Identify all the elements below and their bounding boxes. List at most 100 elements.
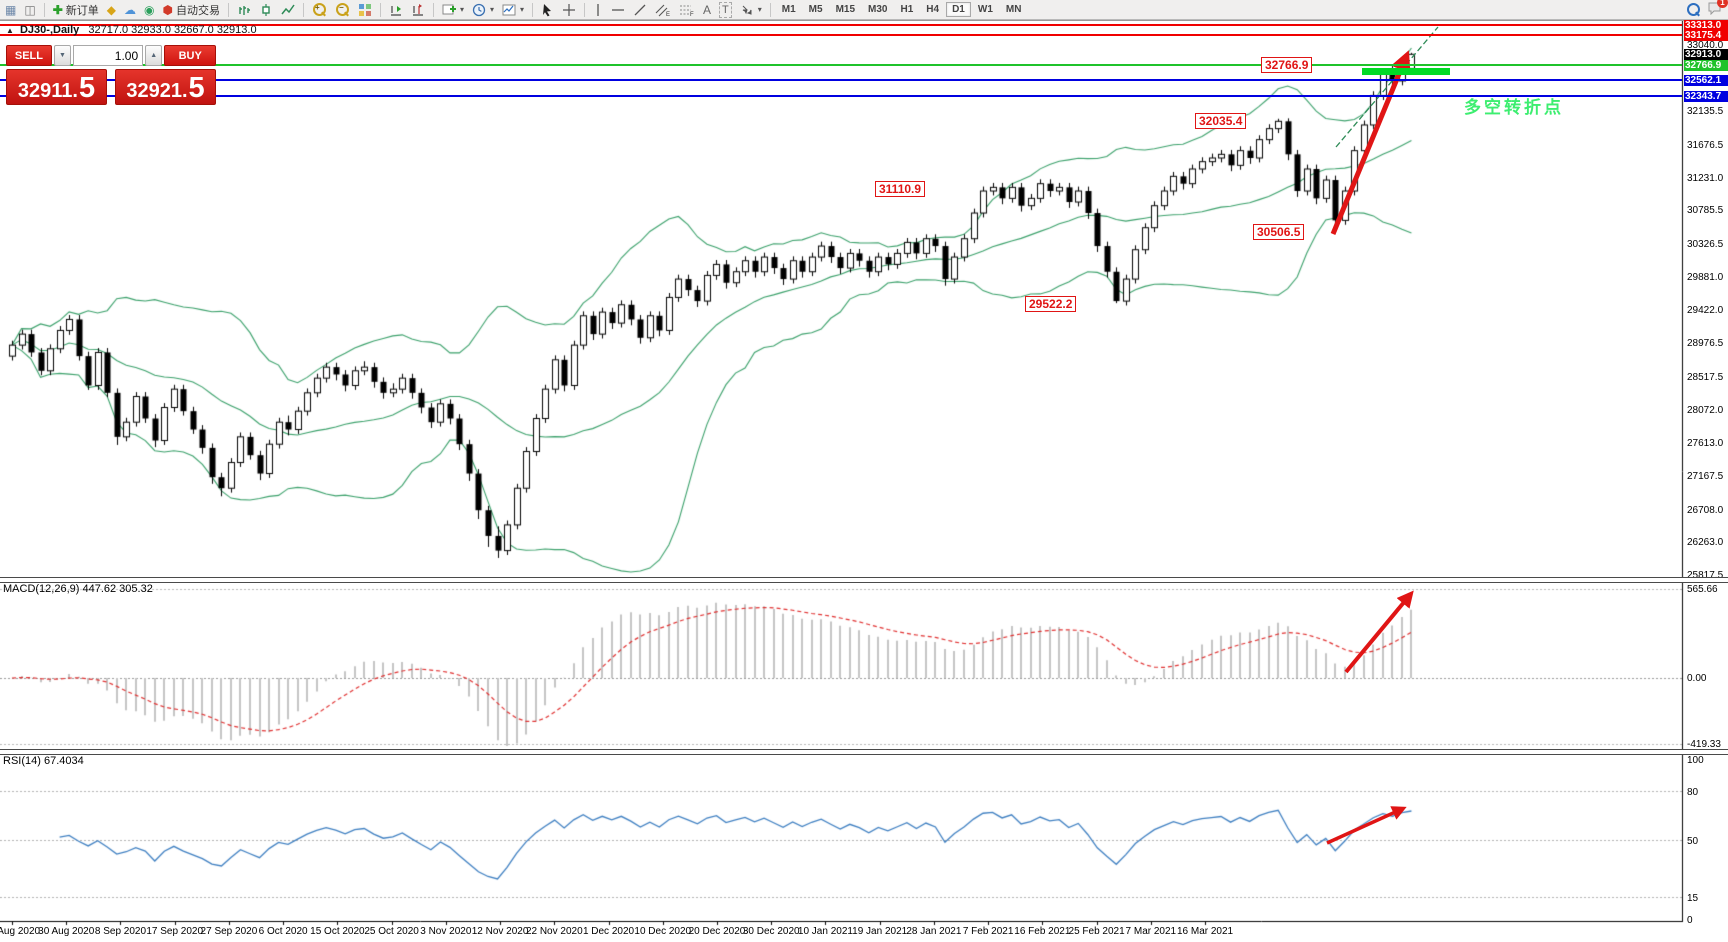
sell-price-main: 32911. [17,80,78,102]
date-axis-label: 25 Feb 2021 [1068,926,1125,937]
profiles-dropdown[interactable]: ▾ [469,2,497,18]
date-axis-label: 27 Sep 2020 [200,926,258,937]
date-axis-label: 17 Sep 2020 [146,926,204,937]
price-axis-tick: 31676.5 [1687,140,1724,152]
price-tag-annotation[interactable]: 30506.5 [1253,224,1305,240]
buy-button[interactable]: BUY [164,45,216,66]
search-icon[interactable] [1686,2,1701,17]
macd-pane-separator[interactable] [0,577,1728,583]
sell-price-display[interactable]: 32911. 5 [6,69,107,105]
rsi-pane-separator[interactable] [0,749,1728,755]
chart-shift-icon[interactable] [408,2,428,18]
strategy-tester-icon[interactable]: ◫ [24,2,36,17]
date-axis-label: 16 Feb 2021 [1014,926,1071,937]
vertical-line-tool-icon[interactable] [590,2,606,18]
chart-canvas[interactable] [0,21,1728,942]
horizontal-line-tool-icon[interactable] [608,2,628,18]
date-axis-label: 30 Dec 2020 [742,926,800,937]
notification-badge: 1 [1717,0,1728,8]
macd-axis-tick: -419.33 [1687,738,1721,750]
new-chart-dropdown[interactable]: ▾ [439,2,467,18]
price-tag-annotation[interactable]: 31110.9 [875,181,926,197]
bar-chart-mode-icon[interactable] [234,2,254,18]
new-order-button[interactable]: ✚ 新订单 [52,2,99,17]
autotrading-button[interactable]: ⬢ 自动交易 [162,2,220,17]
horizontal-level-line[interactable] [0,23,1682,26]
rsi-axis-tick: 15 [1687,892,1699,904]
price-axis-tick: 25817.5 [1687,570,1724,581]
zoom-out-icon[interactable]: − [332,2,353,18]
price-tag-annotation[interactable]: 29522.2 [1025,296,1077,312]
toolbar-separator [432,2,434,17]
autotrading-label: 自动交易 [175,4,220,17]
crosshair-tool-icon[interactable] [559,2,579,18]
macd-indicator-label: MACD(12,26,9) 447.62 305.32 [3,583,153,595]
price-tag-annotation[interactable]: 32035.4 [1195,113,1247,129]
price-tag-annotation[interactable]: 32766.9 [1261,57,1313,73]
date-axis-label: 20 Dec 2020 [688,926,746,937]
horizontal-level-line[interactable] [0,95,1682,98]
price-axis-tick: 27613.0 [1687,438,1724,450]
signals-icon[interactable]: ◉ [143,2,155,17]
date-axis-label: 28 Jan 2021 [906,926,962,937]
horizontal-level-line[interactable] [0,64,1682,67]
line-chart-mode-icon[interactable] [278,2,298,18]
cursor-tool-icon[interactable] [538,2,557,18]
equidistant-channel-tool-icon[interactable]: E [652,2,674,18]
price-axis-tick: 27167.5 [1687,470,1724,482]
date-axis-label: 12 Nov 2020 [471,926,529,937]
buy-price-display[interactable]: 32921. 5 [115,69,216,105]
chart-window-icon[interactable]: ▦ [5,2,17,17]
indicators-dropdown[interactable]: ▾ [499,2,527,18]
date-axis-label: 7 Mar 2021 [1125,926,1177,937]
chart-window: ▲ DJ30-,Daily 32717.0 32933.0 32667.0 32… [0,19,1728,942]
text-tool-icon[interactable]: A [703,2,712,17]
mql5-community-icon[interactable]: ☁ [123,2,136,17]
date-axis-label: 20 Aug 2020 [0,926,41,937]
toolbar-separator [227,2,229,17]
candlestick-mode-icon[interactable] [256,2,276,18]
tile-windows-icon[interactable] [355,2,375,18]
sell-button[interactable]: SELL [6,45,52,66]
toolbar-separator [532,2,533,17]
timeframe-button-m15[interactable]: M15 [835,4,856,15]
date-axis-label: 8 Sep 2020 [94,926,147,937]
trendline-tool-icon[interactable] [630,2,650,18]
date-axis-label: 15 Oct 2020 [310,926,365,937]
turning-point-note[interactable]: 多空转折点 [1464,98,1564,117]
text-label-tool-icon[interactable]: T [716,1,735,19]
date-axis-label: 30 Aug 2020 [38,926,95,937]
support-zone-bar[interactable] [1362,68,1450,75]
timeframe-button-m1[interactable]: M1 [781,4,796,15]
macd-axis-tick: 565.66 [1687,584,1718,596]
arrows-tool-dropdown[interactable]: ▾ [737,2,765,18]
new-order-label: 新订单 [65,4,99,17]
horizontal-level-line[interactable] [0,34,1682,37]
svg-text:E: E [666,12,670,17]
timeframe-button-h1[interactable]: H1 [900,4,914,15]
volume-input[interactable] [73,45,144,66]
timeframe-button-w1[interactable]: W1 [977,4,993,15]
auto-scroll-icon[interactable] [386,2,406,18]
chart-expand-marker[interactable]: ▲ [6,26,14,35]
horizontal-level-line[interactable] [0,79,1682,82]
price-axis-tick: 31231.0 [1687,172,1724,184]
zoom-in-icon[interactable]: + [309,2,330,18]
timeframe-button-h4[interactable]: H4 [926,4,940,15]
volume-increase-stepper[interactable]: ▲ [145,45,163,66]
fibonacci-tool-icon[interactable]: F [676,2,698,18]
timeframe-button-d1[interactable]: D1 [946,2,971,17]
timeframe-button-m5[interactable]: M5 [808,4,823,15]
metaeditor-icon[interactable]: ◆ [106,2,116,17]
buy-price-pip: 5 [188,72,205,104]
timeframe-button-mn[interactable]: MN [1005,4,1022,15]
price-axis-tick: 30326.5 [1687,239,1724,251]
price-line-label: 33313.0 [1684,19,1728,31]
date-axis-label: 6 Oct 2020 [258,926,308,937]
main-toolbar: ▦ ◫ ✚ 新订单 ◆ ☁ ◉ ⬢ 自动交易 + − ▾ ▾ ▾ E F A T… [0,0,1728,20]
chat-notifications-icon[interactable]: 1 [1707,0,1728,18]
timeframe-button-m30[interactable]: M30 [868,4,888,15]
price-axis-tick: 29422.0 [1687,305,1724,317]
volume-decrease-stepper[interactable]: ▼ [53,45,72,66]
price-axis-tick: 28976.5 [1687,338,1724,350]
